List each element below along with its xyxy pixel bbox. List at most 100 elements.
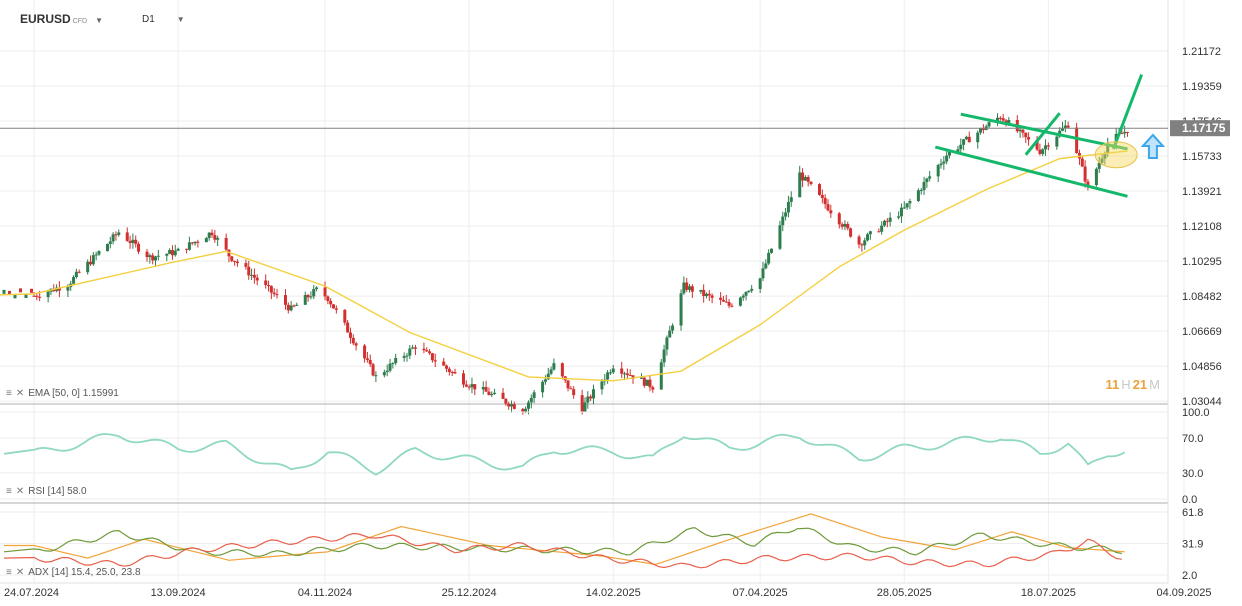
candle-body (1001, 118, 1005, 121)
candle-body (151, 255, 155, 261)
candle-body (885, 220, 889, 222)
adx-indicator-label: ≡ ✕ ADX [14] 15.4, 25.0, 23.8 (6, 567, 141, 578)
candle-body (89, 261, 93, 265)
candle-body (153, 256, 157, 261)
price-tick-label: 1.12108 (1182, 221, 1222, 233)
candle-body (473, 384, 477, 390)
candle-body (1035, 139, 1039, 150)
candle-body (1046, 145, 1050, 147)
price-tick-label: 1.06669 (1182, 326, 1222, 338)
candle-body (148, 255, 152, 258)
candle-body (789, 197, 793, 202)
date-tick-label: 14.02.2025 (586, 587, 641, 599)
current-price-badge (1170, 120, 1230, 137)
candle-body (131, 239, 135, 243)
candle-body (481, 387, 485, 390)
candle-body (114, 234, 118, 236)
menu-icon[interactable]: ≡ (6, 388, 12, 399)
candle-body (97, 251, 101, 255)
countdown-hours: 11 (1105, 377, 1120, 392)
close-icon[interactable]: ✕ (15, 567, 25, 578)
candle-body (524, 408, 528, 413)
candle-body (996, 117, 1000, 123)
rsi-tick-label: 30.0 (1182, 468, 1203, 480)
chevron-down-icon[interactable]: ▼ (176, 15, 185, 24)
candle-body (413, 347, 417, 349)
candle-body (620, 368, 624, 374)
symbol-name: EURUSD (20, 12, 71, 26)
candle-body (128, 240, 132, 243)
candle-body (467, 386, 471, 388)
candle-body (882, 220, 886, 226)
candle-body (343, 309, 347, 323)
projection-line (1111, 74, 1144, 150)
candle-body (422, 348, 426, 351)
symbol-selector[interactable]: EURUSD CFD ▼ (20, 12, 103, 26)
candle-body (32, 295, 36, 297)
countdown-minutes: 21 (1132, 377, 1148, 392)
close-icon[interactable]: ✕ (15, 388, 25, 399)
rsi-indicator-label: ≡ ✕ RSI [14] 58.0 (6, 486, 87, 497)
close-icon[interactable]: ✕ (15, 486, 25, 497)
candle-body (91, 255, 95, 265)
candle-body (1083, 166, 1087, 182)
adx-line (4, 513, 1125, 566)
candle-body (801, 172, 805, 181)
candle-body (1063, 125, 1067, 129)
candle-body (724, 301, 728, 303)
candle-body (1125, 131, 1129, 133)
candle-body (877, 231, 881, 233)
candle-body (741, 295, 745, 298)
candle-body (798, 172, 802, 198)
candle-body (659, 362, 663, 390)
candle-body (1044, 145, 1048, 150)
price-tick-label: 1.10295 (1182, 256, 1222, 268)
candle-body (461, 373, 465, 385)
candle-body (464, 384, 468, 387)
menu-icon[interactable]: ≡ (6, 567, 12, 578)
candle-body (947, 151, 951, 156)
price-tick-label: 1.15733 (1182, 151, 1222, 163)
candle-body (312, 289, 316, 297)
candle-body (329, 300, 333, 305)
candle-body (433, 360, 437, 362)
menu-icon[interactable]: ≡ (6, 486, 12, 497)
candle-body (408, 348, 412, 356)
candle-body (727, 302, 731, 306)
candle-body (173, 250, 177, 256)
candle-body (374, 375, 378, 377)
candle-body (569, 388, 573, 390)
candle-body (385, 370, 389, 373)
rsi-legend-text: RSI [14] 58.0 (28, 486, 87, 497)
candle-body (351, 337, 355, 344)
candle-body (843, 223, 847, 227)
candle-body (707, 293, 711, 296)
candle-body (690, 286, 694, 292)
candle-body (57, 287, 61, 291)
candle-body (648, 379, 652, 388)
candle-body (46, 291, 50, 298)
timeframe-selector[interactable]: D1 ▼ (142, 14, 185, 25)
date-tick-label: 28.05.2025 (877, 587, 932, 599)
price-tick-label: 1.04856 (1182, 361, 1222, 373)
candle-body (470, 384, 474, 388)
candle-body (490, 393, 494, 396)
chevron-down-icon[interactable]: ▼ (95, 16, 103, 25)
price-tick-label: 1.21172 (1182, 46, 1221, 58)
candle-body (809, 181, 813, 185)
candle-body (507, 403, 511, 407)
candle-body (382, 372, 386, 376)
candle-body (72, 277, 76, 284)
candle-body (1120, 133, 1124, 135)
candle-body (546, 373, 550, 380)
candle-body (945, 155, 949, 162)
candle-body (623, 373, 627, 375)
candle-body (916, 190, 920, 202)
candle-body (628, 374, 632, 376)
candle-body (1041, 149, 1045, 154)
candle-body (272, 292, 276, 295)
candle-body (484, 387, 488, 392)
candle-body (529, 397, 533, 403)
candle-body (699, 289, 703, 292)
